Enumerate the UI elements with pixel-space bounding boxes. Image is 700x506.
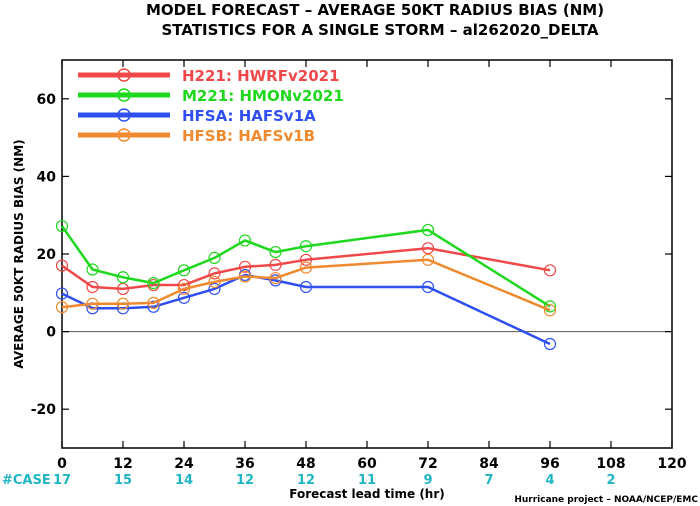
y-tick-label: -20 bbox=[31, 402, 57, 418]
series-layer bbox=[55, 219, 557, 351]
series-point-0 bbox=[269, 258, 282, 271]
series-point-3 bbox=[55, 301, 69, 314]
case-count: 12 bbox=[236, 473, 254, 488]
series-point-1 bbox=[208, 251, 221, 264]
case-count: 9 bbox=[423, 473, 432, 488]
series-point-0 bbox=[299, 253, 313, 266]
legend-marker-1 bbox=[117, 88, 131, 102]
series-point-0 bbox=[543, 264, 557, 277]
case-count: 17 bbox=[53, 473, 71, 488]
x-tick-label: 12 bbox=[113, 456, 132, 472]
series-point-3 bbox=[147, 296, 160, 309]
x-axis-ticks: 0 12 24 36 48 60 72 84 96 108 120 bbox=[57, 60, 687, 472]
x-tick-label: 84 bbox=[479, 456, 499, 472]
case-count: 11 bbox=[358, 473, 376, 488]
series-point-3 bbox=[238, 270, 252, 283]
y-tick-label: 0 bbox=[46, 325, 56, 341]
series-point-0 bbox=[421, 242, 435, 255]
series-point-1 bbox=[238, 234, 252, 247]
legend-label-2: HFSA: HAFSv1A bbox=[182, 107, 316, 125]
case-label: #CASE bbox=[2, 473, 51, 488]
series-point-0 bbox=[208, 267, 221, 280]
case-count: 15 bbox=[114, 473, 132, 488]
chart-title-line2: STATISTICS FOR A SINGLE STORM – al262020… bbox=[162, 21, 599, 39]
x-axis-label: Forecast lead time (hr) bbox=[289, 487, 445, 501]
series-point-3 bbox=[177, 282, 191, 296]
legend-marker-0 bbox=[117, 68, 131, 82]
x-tick-label: 108 bbox=[596, 456, 625, 472]
series-point-2 bbox=[55, 287, 69, 300]
x-tick-label: 0 bbox=[57, 456, 67, 472]
legend: H221: HWRFv2021 M221: HMONv2021 HFSA: HAFS… bbox=[78, 67, 344, 145]
series-point-1 bbox=[543, 300, 557, 313]
series-point-3 bbox=[116, 297, 130, 310]
case-count: 14 bbox=[175, 473, 193, 488]
y-tick-label: 40 bbox=[37, 169, 57, 185]
series-point-2 bbox=[421, 280, 435, 294]
series-point-1 bbox=[177, 264, 191, 277]
y-axis-label: AVERAGE 50KT RADIUS BIAS (NM) bbox=[12, 139, 26, 368]
case-count: 12 bbox=[297, 473, 315, 488]
series-point-3 bbox=[86, 297, 99, 310]
series-point-2 bbox=[147, 300, 160, 313]
series-line-3 bbox=[61, 258, 551, 312]
case-counts: 17 15 14 12 12 11 9 7 4 2 bbox=[53, 473, 616, 488]
series-point-1 bbox=[299, 240, 313, 253]
series-point-2 bbox=[208, 282, 221, 296]
series-point-3 bbox=[421, 253, 435, 266]
series-point-3 bbox=[269, 271, 282, 285]
series-point-0 bbox=[86, 280, 99, 294]
series-line-0 bbox=[61, 246, 551, 291]
y-tick-label: 60 bbox=[37, 92, 57, 108]
series-point-2 bbox=[177, 291, 191, 304]
series-point-1 bbox=[147, 277, 160, 290]
legend-label-1: M221: HMONv2021 bbox=[182, 87, 344, 105]
legend-label-0: H221: HWRFv2021 bbox=[182, 67, 340, 85]
legend-label-3: HFSB: HAFSv1B bbox=[182, 127, 315, 145]
series-point-0 bbox=[55, 259, 69, 272]
series-point-1 bbox=[86, 263, 99, 276]
x-tick-label: 48 bbox=[296, 456, 315, 472]
series-point-1 bbox=[421, 223, 435, 237]
series-point-1 bbox=[55, 219, 69, 233]
case-count: 7 bbox=[484, 473, 493, 488]
series-point-1 bbox=[116, 271, 130, 284]
series-point-3 bbox=[208, 275, 221, 289]
series-line-2 bbox=[61, 273, 551, 346]
legend-marker-2 bbox=[117, 108, 131, 122]
series-point-0 bbox=[238, 260, 252, 273]
case-count: 2 bbox=[606, 473, 615, 488]
chart-title-line1: MODEL FORECAST – AVERAGE 50KT RADIUS BIA… bbox=[146, 1, 604, 19]
series-point-1 bbox=[269, 245, 282, 259]
x-tick-label: 96 bbox=[540, 456, 559, 472]
case-count: 4 bbox=[545, 473, 554, 488]
x-tick-label: 24 bbox=[174, 456, 194, 472]
legend-marker-3 bbox=[117, 128, 131, 142]
series-point-2 bbox=[543, 337, 557, 351]
series-point-0 bbox=[116, 282, 130, 296]
x-tick-label: 120 bbox=[657, 456, 686, 472]
credit: Hurricane project – NOAA/NCEP/EMC bbox=[514, 495, 698, 505]
series-point-0 bbox=[177, 278, 191, 292]
y-tick-label: 20 bbox=[37, 247, 57, 263]
x-tick-label: 72 bbox=[418, 456, 437, 472]
x-tick-label: 60 bbox=[357, 456, 377, 472]
series-point-3 bbox=[299, 261, 313, 274]
x-tick-label: 36 bbox=[235, 456, 254, 472]
series-point-3 bbox=[543, 304, 557, 317]
series-line-1 bbox=[60, 225, 551, 308]
y-axis-ticks: -20 0 20 40 60 bbox=[31, 92, 672, 418]
series-point-2 bbox=[299, 280, 313, 294]
